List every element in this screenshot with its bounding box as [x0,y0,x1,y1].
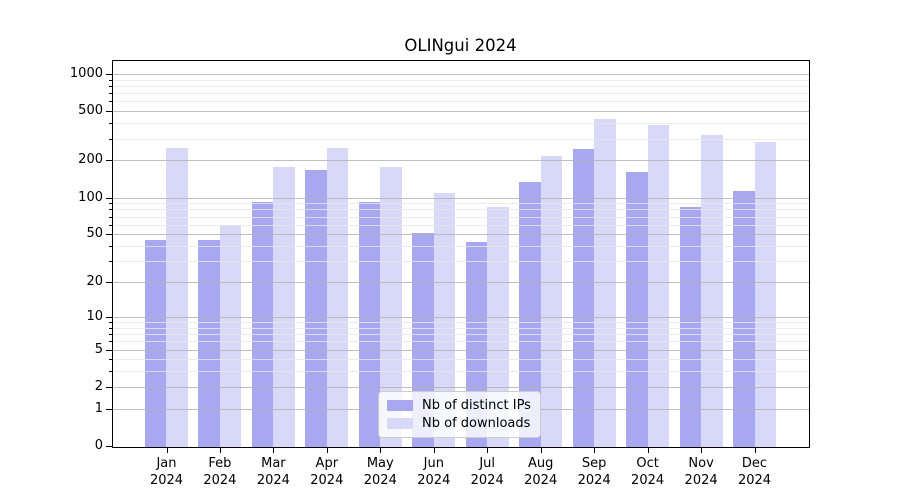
bars-layer [113,61,809,447]
y-tick-200 [106,160,112,162]
bar-downloads-may [380,167,402,447]
y-tick-label-1: 1 [94,400,103,416]
y-tick-100 [106,197,112,199]
bar-distinct-ips-nov [679,207,702,447]
y-minor-tick-4 [109,359,112,361]
x-tick-label-mar: Mar 2024 [256,456,290,488]
x-tick-label-jul: Jul 2024 [470,456,504,488]
x-tick-jun [433,447,435,453]
x-tick-nov [701,447,703,453]
y-tick-500 [106,111,112,113]
y-tick-1000 [106,74,112,75]
y-tick-label-2: 2 [94,378,103,394]
x-tick-label-aug: Aug 2024 [524,456,558,488]
bar-distinct-ips-feb [198,239,220,447]
y-tick-5 [106,349,112,351]
bar-downloads-sep [594,119,616,447]
y-tick-1 [106,408,112,410]
bar-downloads-nov [701,135,723,447]
legend-label-distinct-ips: Nb of distinct IPs [422,398,531,413]
x-tick-label-dec: Dec 2024 [737,456,772,488]
y-minor-tick-9 [109,322,112,323]
y-minor-tick-6 [109,341,112,343]
x-tick-label-sep: Sep 2024 [577,456,611,488]
bar-downloads-jun [433,193,456,447]
y-tick-label-0: 0 [94,438,103,453]
y-tick-label-1000: 1000 [69,66,103,81]
y-minor-tick-600 [109,101,112,103]
y-minor-tick-400 [109,123,112,125]
x-tick-jul [487,447,489,453]
bar-downloads-oct [647,124,670,447]
legend-swatch-distinct-ips [387,400,413,411]
bar-distinct-ips-mar [251,201,274,447]
bar-distinct-ips-sep [572,149,595,447]
x-tick-label-jan: Jan 2024 [149,456,184,488]
plot-area [112,60,810,448]
y-tick-50 [106,234,112,236]
y-tick-label-10: 10 [86,308,103,324]
y-tick-label-500: 500 [78,103,103,119]
bar-downloads-mar [273,167,295,447]
y-minor-tick-7 [109,334,112,335]
y-minor-tick-700 [109,93,112,95]
y-tick-label-50: 50 [86,226,103,242]
bar-distinct-ips-may [358,201,381,447]
y-minor-tick-80 [109,209,112,211]
bar-downloads-dec [754,141,777,447]
bar-distinct-ips-aug [519,182,541,447]
y-minor-tick-800 [109,86,112,87]
x-tick-feb [219,447,221,453]
legend-item-distinct-ips: Nb of distinct IPs [387,398,531,413]
legend: Nb of distinct IPs Nb of downloads [378,391,541,438]
y-tick-label-200: 200 [78,152,103,168]
y-tick-label-5: 5 [94,341,103,357]
bar-downloads-jan [166,148,188,447]
bar-downloads-feb [219,224,242,447]
x-tick-label-nov: Nov 2024 [684,456,718,488]
chart-title: OLINgui 2024 [404,36,517,55]
y-minor-tick-70 [109,216,112,218]
y-tick-20 [106,282,112,284]
bar-downloads-aug [540,155,563,447]
bar-distinct-ips-dec [733,190,755,447]
x-tick-aug [540,447,542,453]
y-tick-2 [106,386,112,388]
bar-distinct-ips-jan [144,239,167,447]
y-tick-0 [106,446,112,447]
y-minor-tick-900 [109,79,112,81]
y-minor-tick-60 [109,224,112,226]
y-minor-tick-300 [109,138,112,140]
y-minor-tick-30 [109,261,112,263]
y-tick-label-20: 20 [86,274,103,290]
x-tick-dec [754,447,756,453]
x-tick-jan [166,447,168,453]
y-minor-tick-90 [109,203,112,205]
x-tick-may [380,447,382,453]
y-tick-10 [106,316,112,318]
y-minor-tick-8 [109,327,112,329]
x-tick-label-may: May 2024 [363,456,397,488]
legend-item-downloads: Nb of downloads [387,416,531,431]
x-tick-apr [326,447,328,453]
x-tick-label-apr: Apr 2024 [310,456,344,488]
bar-downloads-apr [326,148,349,447]
x-tick-label-jun: Jun 2024 [417,456,451,488]
x-tick-sep [594,447,596,453]
x-tick-oct [647,447,649,453]
bar-distinct-ips-apr [305,170,327,447]
x-tick-label-feb: Feb 2024 [203,456,237,488]
y-tick-label-100: 100 [78,189,103,205]
bar-distinct-ips-oct [626,171,648,447]
y-minor-tick-40 [109,246,112,247]
y-minor-tick-3 [109,371,112,373]
legend-swatch-downloads [387,418,413,429]
x-tick-mar [273,447,275,453]
legend-label-downloads: Nb of downloads [422,416,531,431]
x-tick-label-oct: Oct 2024 [631,456,665,488]
